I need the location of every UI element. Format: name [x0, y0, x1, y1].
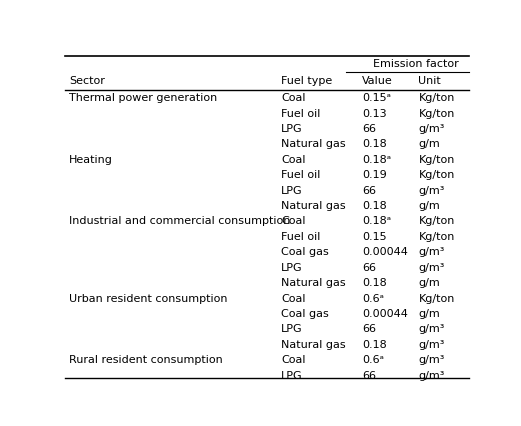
Text: Fuel oil: Fuel oil — [281, 170, 320, 180]
Text: 0.00044: 0.00044 — [362, 309, 408, 319]
Text: Natural gas: Natural gas — [281, 278, 346, 288]
Text: Coal: Coal — [281, 216, 306, 227]
Text: Unit: Unit — [418, 76, 441, 86]
Text: Fuel type: Fuel type — [281, 76, 332, 86]
Text: g/m³: g/m³ — [418, 247, 445, 257]
Text: Coal: Coal — [281, 93, 306, 103]
Text: Sector: Sector — [69, 76, 105, 86]
Text: 66: 66 — [362, 324, 376, 334]
Text: g/m³: g/m³ — [418, 355, 445, 365]
Text: Kg/ton: Kg/ton — [418, 155, 455, 165]
Text: 66: 66 — [362, 263, 376, 273]
Text: Heating: Heating — [69, 155, 113, 165]
Text: g/m³: g/m³ — [418, 324, 445, 334]
Text: Thermal power generation: Thermal power generation — [69, 93, 217, 103]
Text: 0.18ᵃ: 0.18ᵃ — [362, 216, 391, 227]
Text: LPG: LPG — [281, 371, 303, 380]
Text: 0.18: 0.18 — [362, 139, 387, 150]
Text: Coal gas: Coal gas — [281, 309, 329, 319]
Text: Kg/ton: Kg/ton — [418, 294, 455, 304]
Text: 0.18: 0.18 — [362, 278, 387, 288]
Text: 66: 66 — [362, 186, 376, 196]
Text: Rural resident consumption: Rural resident consumption — [69, 355, 223, 365]
Text: 0.00044: 0.00044 — [362, 247, 408, 257]
Text: 0.13: 0.13 — [362, 109, 387, 118]
Text: g/m³: g/m³ — [418, 371, 445, 380]
Text: g/m: g/m — [418, 278, 440, 288]
Text: Natural gas: Natural gas — [281, 139, 346, 150]
Text: Kg/ton: Kg/ton — [418, 93, 455, 103]
Text: LPG: LPG — [281, 324, 303, 334]
Text: Kg/ton: Kg/ton — [418, 170, 455, 180]
Text: 0.15: 0.15 — [362, 232, 387, 242]
Text: Coal: Coal — [281, 355, 306, 365]
Text: g/m³: g/m³ — [418, 186, 445, 196]
Text: 0.6ᵃ: 0.6ᵃ — [362, 294, 384, 304]
Text: Value: Value — [362, 76, 393, 86]
Text: 0.19: 0.19 — [362, 170, 387, 180]
Text: Kg/ton: Kg/ton — [418, 232, 455, 242]
Text: 0.18: 0.18 — [362, 201, 387, 211]
Text: Emission factor: Emission factor — [373, 59, 458, 69]
Text: 0.18: 0.18 — [362, 340, 387, 350]
Text: LPG: LPG — [281, 263, 303, 273]
Text: Industrial and commercial consumption: Industrial and commercial consumption — [69, 216, 291, 227]
Text: Natural gas: Natural gas — [281, 340, 346, 350]
Text: Fuel oil: Fuel oil — [281, 232, 320, 242]
Text: Urban resident consumption: Urban resident consumption — [69, 294, 228, 304]
Text: g/m³: g/m³ — [418, 124, 445, 134]
Text: Kg/ton: Kg/ton — [418, 109, 455, 118]
Text: 66: 66 — [362, 124, 376, 134]
Text: g/m: g/m — [418, 139, 440, 150]
Text: 0.6ᵃ: 0.6ᵃ — [362, 355, 384, 365]
Text: Coal: Coal — [281, 155, 306, 165]
Text: Kg/ton: Kg/ton — [418, 216, 455, 227]
Text: LPG: LPG — [281, 124, 303, 134]
Text: Coal gas: Coal gas — [281, 247, 329, 257]
Text: 0.18ᵃ: 0.18ᵃ — [362, 155, 391, 165]
Text: g/m: g/m — [418, 309, 440, 319]
Text: Fuel oil: Fuel oil — [281, 109, 320, 118]
Text: 66: 66 — [362, 371, 376, 380]
Text: g/m³: g/m³ — [418, 340, 445, 350]
Text: g/m³: g/m³ — [418, 263, 445, 273]
Text: g/m: g/m — [418, 201, 440, 211]
Text: Coal: Coal — [281, 294, 306, 304]
Text: 0.15ᵃ: 0.15ᵃ — [362, 93, 391, 103]
Text: Natural gas: Natural gas — [281, 201, 346, 211]
Text: LPG: LPG — [281, 186, 303, 196]
